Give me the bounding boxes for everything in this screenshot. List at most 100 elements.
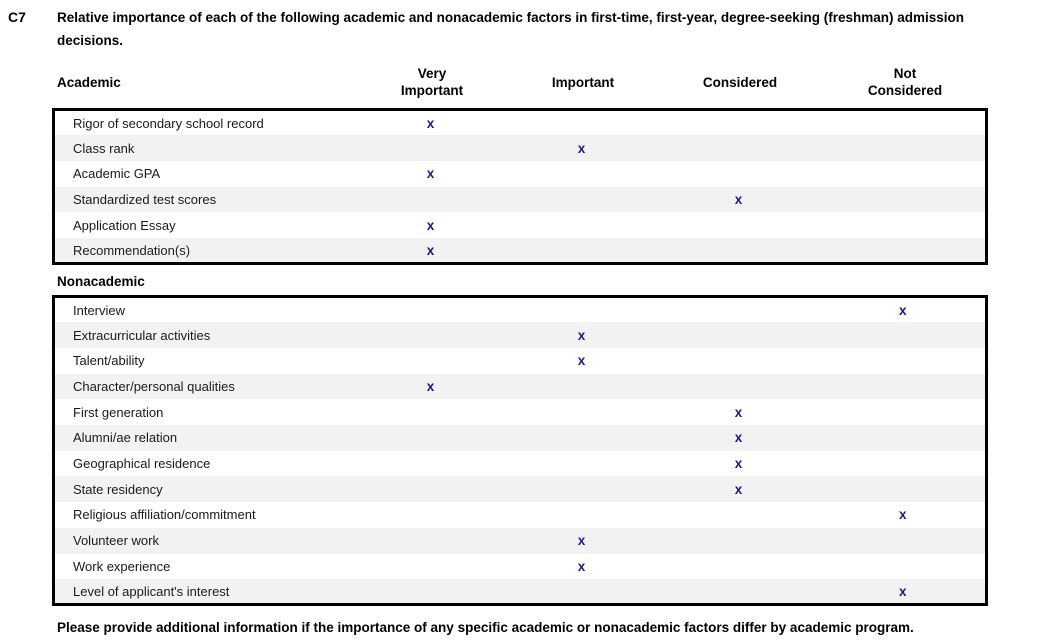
rating-mark-cell: x [507,135,657,161]
factor-label: Standardized test scores [73,191,217,207]
empty-rating-cell [355,187,507,213]
empty-rating-cell [821,135,987,161]
empty-rating-cell [657,161,821,187]
empty-rating-cell [507,399,657,425]
factor-label: Rigor of secondary school record [73,115,264,131]
empty-rating-cell [355,135,507,161]
x-mark: x [577,558,586,574]
x-mark: x [898,583,907,599]
empty-rating-cell [657,579,821,605]
rating-mark-cell: x [821,502,987,528]
factor-row: Interview x [54,297,987,323]
column-header-important: Important [551,74,615,90]
rating-mark-cell: x [821,579,987,605]
empty-rating-cell [821,451,987,477]
factor-label: Talent/ability [73,353,145,369]
empty-rating-cell [821,554,987,580]
x-mark: x [734,191,743,207]
factor-label: First generation [73,404,164,420]
empty-rating-cell [355,451,507,477]
rating-mark-cell: x [355,161,507,187]
empty-rating-cell [507,212,657,238]
empty-rating-cell [657,135,821,161]
factor-label: Interview [73,302,126,318]
x-mark: x [898,507,907,523]
empty-rating-cell [657,502,821,528]
x-mark: x [426,217,435,233]
factor-row: State residency x [53,476,987,503]
rating-mark-cell: x [657,425,821,451]
x-mark: x [577,533,586,549]
rating-mark-cell: x [355,110,507,136]
empty-rating-cell [507,374,657,400]
x-mark: x [426,242,435,258]
empty-rating-cell [507,579,657,605]
empty-rating-cell [657,322,821,348]
section-label-academic: Academic [57,74,121,90]
empty-rating-cell [507,187,657,213]
rating-mark-cell: x [657,399,821,425]
rating-mark-cell: x [657,451,821,477]
factor-label: Application Essay [73,217,176,233]
empty-rating-cell [507,238,657,264]
factor-label: Academic GPA [73,166,161,182]
x-mark: x [734,456,743,472]
factor-label: Class rank [73,140,135,156]
factor-label: State residency [73,481,163,497]
empty-rating-cell [355,528,507,554]
factor-row: Talent/ability x [54,348,987,374]
factor-row: Character/personal qualities x [53,373,987,400]
column-header-row: Academic Very Important Important Considere… [52,61,988,103]
empty-rating-cell [821,425,987,451]
question-id: C7 [8,9,26,25]
empty-rating-cell [821,528,987,554]
empty-rating-cell [821,110,987,136]
rating-mark-cell: x [821,297,987,323]
rating-mark-cell: x [507,322,657,348]
factor-row: Rigor of secondary school record x [54,110,987,136]
factor-row: Volunteer work x [53,527,987,554]
x-mark: x [426,166,435,182]
empty-rating-cell [355,399,507,425]
x-mark: x [577,327,586,343]
factor-row: Class rank x [53,135,987,161]
empty-rating-cell [821,187,987,213]
additional-information-note: Please provide additional information if… [57,620,914,636]
empty-rating-cell [657,238,821,264]
factor-row: Work experience x [54,554,987,580]
x-mark: x [426,379,435,395]
factor-label: Extracurricular activities [73,327,211,343]
x-mark: x [734,404,743,420]
rating-mark-cell: x [355,212,507,238]
empty-rating-cell [821,476,987,502]
empty-rating-cell [507,297,657,323]
empty-rating-cell [821,399,987,425]
factor-row: Geographical residence x [54,451,987,477]
empty-rating-cell [657,212,821,238]
empty-rating-cell [355,502,507,528]
empty-rating-cell [507,451,657,477]
factor-label: Level of applicant's interest [73,583,230,599]
empty-rating-cell [821,348,987,374]
empty-rating-cell [657,374,821,400]
question-header: C7 Relative importance of each of the fo… [8,6,1043,52]
factor-row: Recommendation(s) x [53,237,987,264]
rating-mark-cell: x [507,554,657,580]
empty-rating-cell [821,322,987,348]
factor-row: Standardized test scores x [53,186,987,213]
empty-rating-cell [821,238,987,264]
empty-rating-cell [507,110,657,136]
x-mark: x [734,481,743,497]
factor-row: Application Essay x [54,212,987,238]
factor-label: Geographical residence [73,456,211,472]
x-mark: x [734,430,743,446]
empty-rating-cell [355,579,507,605]
nonacademic-factors-table: Interview x Extracurricular activities x Tal… [52,295,988,607]
academic-factors-table: Rigor of secondary school record x Class r… [52,108,988,266]
x-mark: x [577,353,586,369]
factor-label: Alumni/ae relation [73,430,178,446]
factor-label: Volunteer work [73,533,159,549]
column-header-considered: Considered [702,74,778,90]
empty-rating-cell [507,161,657,187]
